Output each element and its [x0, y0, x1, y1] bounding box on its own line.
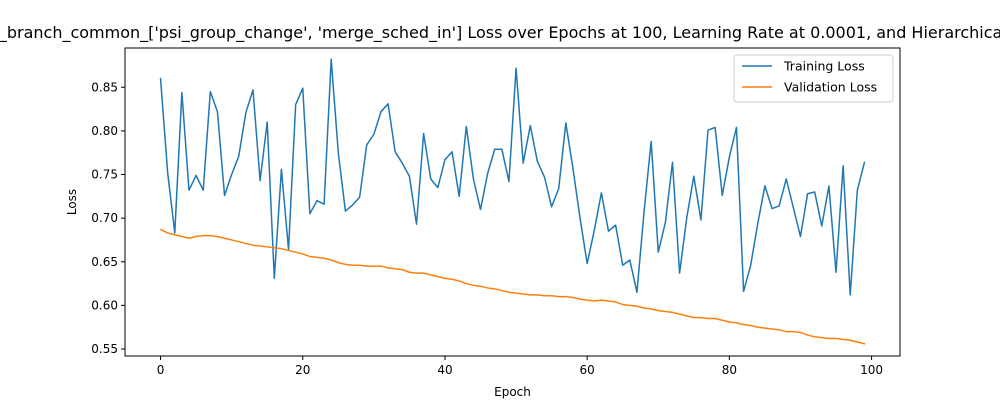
legend-label-validation-loss: Validation Loss — [784, 80, 877, 95]
x-tick-label: 80 — [722, 363, 737, 377]
x-tick-label: 60 — [580, 363, 595, 377]
chart-title: f_branch_common_['psi_group_change', 'me… — [0, 23, 1000, 43]
x-tick-label: 20 — [295, 363, 310, 377]
training-loss-line — [159, 58, 866, 296]
y-tick-label: 0.55 — [91, 342, 118, 356]
y-tick-label: 0.75 — [91, 168, 118, 182]
y-axis-label: Loss — [65, 189, 79, 215]
y-tick-label: 0.60 — [91, 298, 118, 312]
legend-label-training-loss: Training Loss — [783, 59, 865, 74]
x-tick-label: 100 — [860, 363, 883, 377]
plot-area-frame — [124, 47, 901, 357]
x-tick-label: 0 — [157, 363, 165, 377]
y-tick-label: 0.70 — [91, 211, 118, 225]
y-tick-label: 0.80 — [91, 124, 118, 138]
y-tick-label: 0.65 — [91, 255, 118, 269]
x-tick-label: 40 — [437, 363, 452, 377]
legend: Training Loss Validation Loss — [733, 54, 894, 103]
y-axis: 0.55 0.60 0.65 0.70 0.75 0.80 0.85 — [91, 80, 125, 356]
series-layer — [159, 58, 866, 345]
legend-box — [733, 54, 894, 103]
x-axis-label: Epoch — [494, 385, 531, 399]
y-tick-label: 0.85 — [91, 80, 118, 94]
validation-loss-line — [159, 228, 866, 345]
x-axis: 0 20 40 60 80 100 — [157, 356, 883, 377]
